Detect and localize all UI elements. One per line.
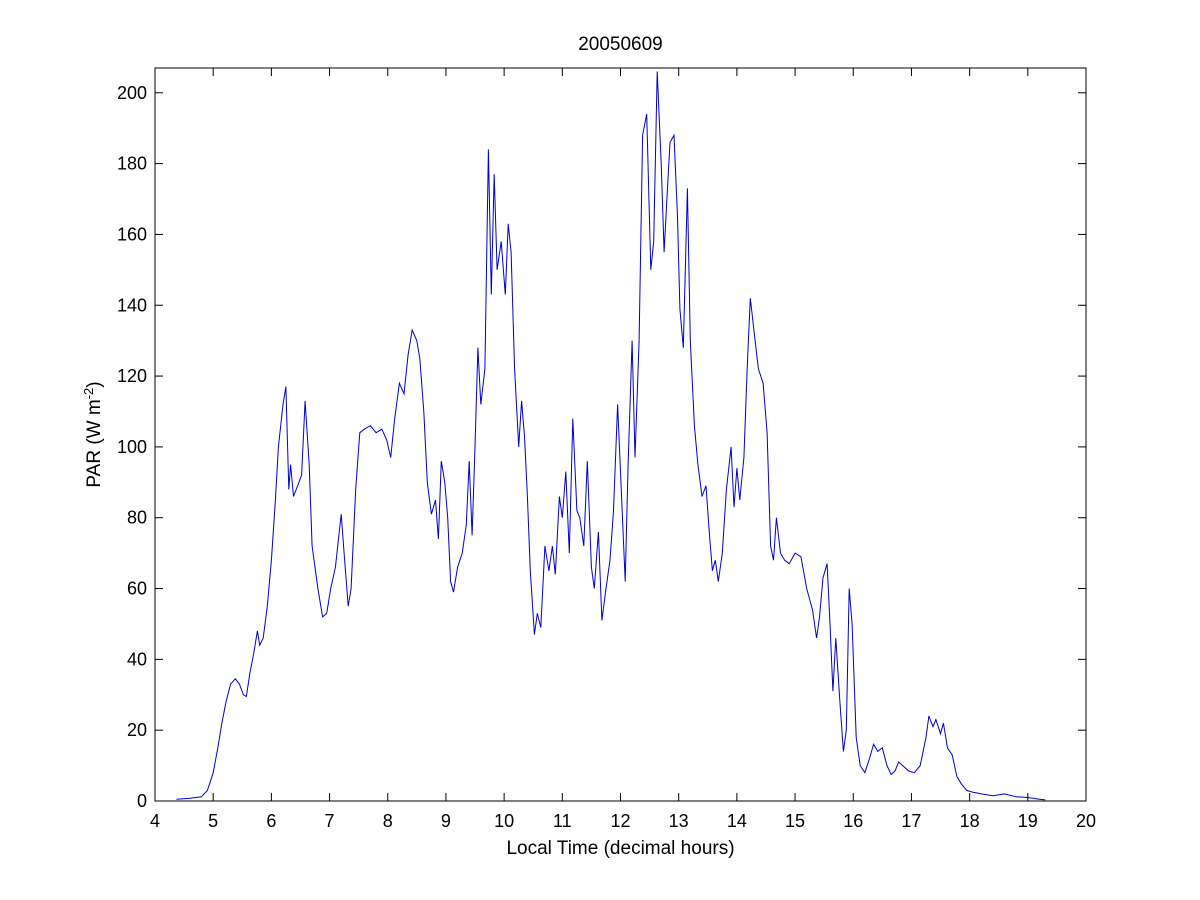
tick-labels: 4 5 6 7 8 9 10 11 12 13 14 15 16 17 18 19 20020406080100… [117, 83, 1096, 831]
x-tick-label: 14 [727, 811, 747, 831]
y-axis-title: PAR (W m-2) [81, 381, 106, 487]
y-tick-label: 20 [127, 720, 147, 740]
y-tick-label: 40 [127, 649, 147, 669]
x-tick-label: 6 [266, 811, 276, 831]
y-tick-label: 180 [117, 154, 147, 174]
x-tick-label: 13 [669, 811, 689, 831]
x-axis-title: Local Time (decimal hours) [506, 838, 734, 859]
y-tick-label: 80 [127, 508, 147, 528]
x-tick-label: 19 [1018, 811, 1038, 831]
chart-title: 20050609 [578, 34, 663, 55]
x-tick-label: 9 [441, 811, 451, 831]
y-tick-label: 160 [117, 224, 147, 244]
y-axis-title-close: ) [84, 381, 105, 387]
axes-box [154, 67, 1087, 802]
y-axis-title-base: PAR (W m [84, 399, 105, 487]
par-series-line [176, 71, 1046, 801]
y-axis-title-exponent: -2 [81, 388, 96, 400]
x-tick-label: 11 [553, 811, 572, 831]
y-tick-label: 100 [117, 437, 147, 457]
y-tick-label: 200 [117, 83, 147, 103]
x-tick-label: 4 [150, 811, 160, 831]
x-tick-label: 7 [325, 811, 335, 831]
x-tick-label: 20 [1076, 811, 1096, 831]
y-tick-label: 60 [127, 579, 147, 599]
y-tick-label: 120 [117, 366, 147, 386]
x-tick-label: 18 [960, 811, 980, 831]
x-tick-label: 8 [383, 811, 393, 831]
x-tick-label: 10 [494, 811, 514, 831]
x-tick-label: 15 [785, 811, 805, 831]
x-tick-label: 12 [610, 811, 630, 831]
x-tick-label: 17 [901, 811, 921, 831]
plot-area [155, 68, 1086, 801]
y-tick-label: 140 [117, 295, 147, 315]
x-tick-label: 5 [208, 811, 218, 831]
x-tick-label: 16 [843, 811, 863, 831]
y-tick-label: 0 [137, 791, 147, 811]
